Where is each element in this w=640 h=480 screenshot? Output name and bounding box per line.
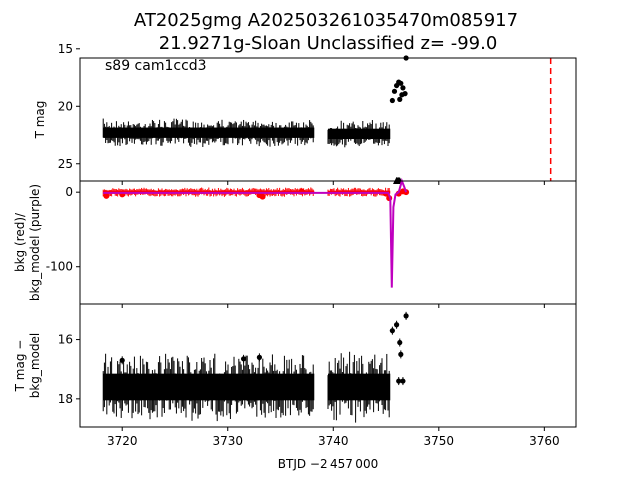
data-band-1 [327,351,391,423]
data-point [400,85,406,91]
data-band-1 [327,120,391,148]
data-point [398,80,404,86]
y-axis-label: T mag [33,101,47,140]
data-point [391,88,398,94]
y-axis-label: bkg_model [28,333,42,399]
plot-frame [79,57,577,182]
y-tick-label: 0 [65,185,73,199]
chart-title-line2: 21.9271g-Sloan Unclassified z= -99.0 [159,33,498,54]
y-tick-label: 15 [58,42,73,56]
data-point [403,313,409,319]
data-point [397,96,403,102]
chart-panels: 15 20 25 T mag 0 -100 bkg (red)/bkg_model (pur… [13,42,577,448]
data-point [389,97,395,104]
data-point [398,351,404,357]
data-band-0 [102,353,315,422]
plot-frame [79,180,577,305]
chart-title-line1: AT2025gmg A202503261035470m085917 [134,10,518,31]
data-point [256,354,263,360]
panel-top: 15 20 25 T mag [33,42,577,185]
y-axis-label: T mag − [13,340,27,393]
data-point [240,356,247,362]
y-axis-label: bkg_model (purple) [28,184,42,301]
data-point [119,357,125,363]
bkg-point [103,192,110,199]
y-tick-label: 16 [58,333,73,347]
data-point [400,378,406,384]
bkg-point [259,193,266,200]
x-tick-label: 3750 [424,434,455,448]
y-tick-label: 18 [58,392,73,406]
y-tick-label: 25 [58,157,73,171]
x-tick-label: 3720 [107,434,138,448]
data-point [399,92,405,98]
data-point [393,322,400,328]
data-point [389,328,395,334]
y-tick-label: 20 [58,99,73,113]
x-tick-label: 3760 [529,434,560,448]
y-tick-label: -100 [46,260,73,274]
panel-bottom: 16 18 3720 3730 3740 3750 3760 T mag − bkg_model [13,303,577,448]
data-band-0 [102,118,315,148]
x-tick-label: 3740 [318,434,349,448]
x-axis-label: BTJD −2 457 000 [278,457,378,471]
chart-annotation: s89 cam1ccd3 [105,58,207,74]
y-axis-label: bkg (red)/ [13,212,27,272]
bkg-model-line [103,177,408,288]
x-tick-label: 3730 [212,434,243,448]
data-point [397,339,403,346]
data-point [396,378,402,384]
plot-frame [79,303,577,428]
panel-middle: 0 -100 bkg (red)/bkg_model (purple) [13,177,577,308]
